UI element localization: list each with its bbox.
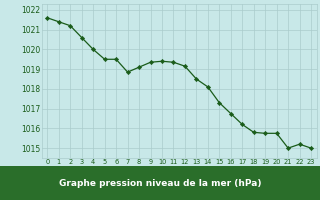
Text: Graphe pression niveau de la mer (hPa): Graphe pression niveau de la mer (hPa) — [59, 178, 261, 188]
